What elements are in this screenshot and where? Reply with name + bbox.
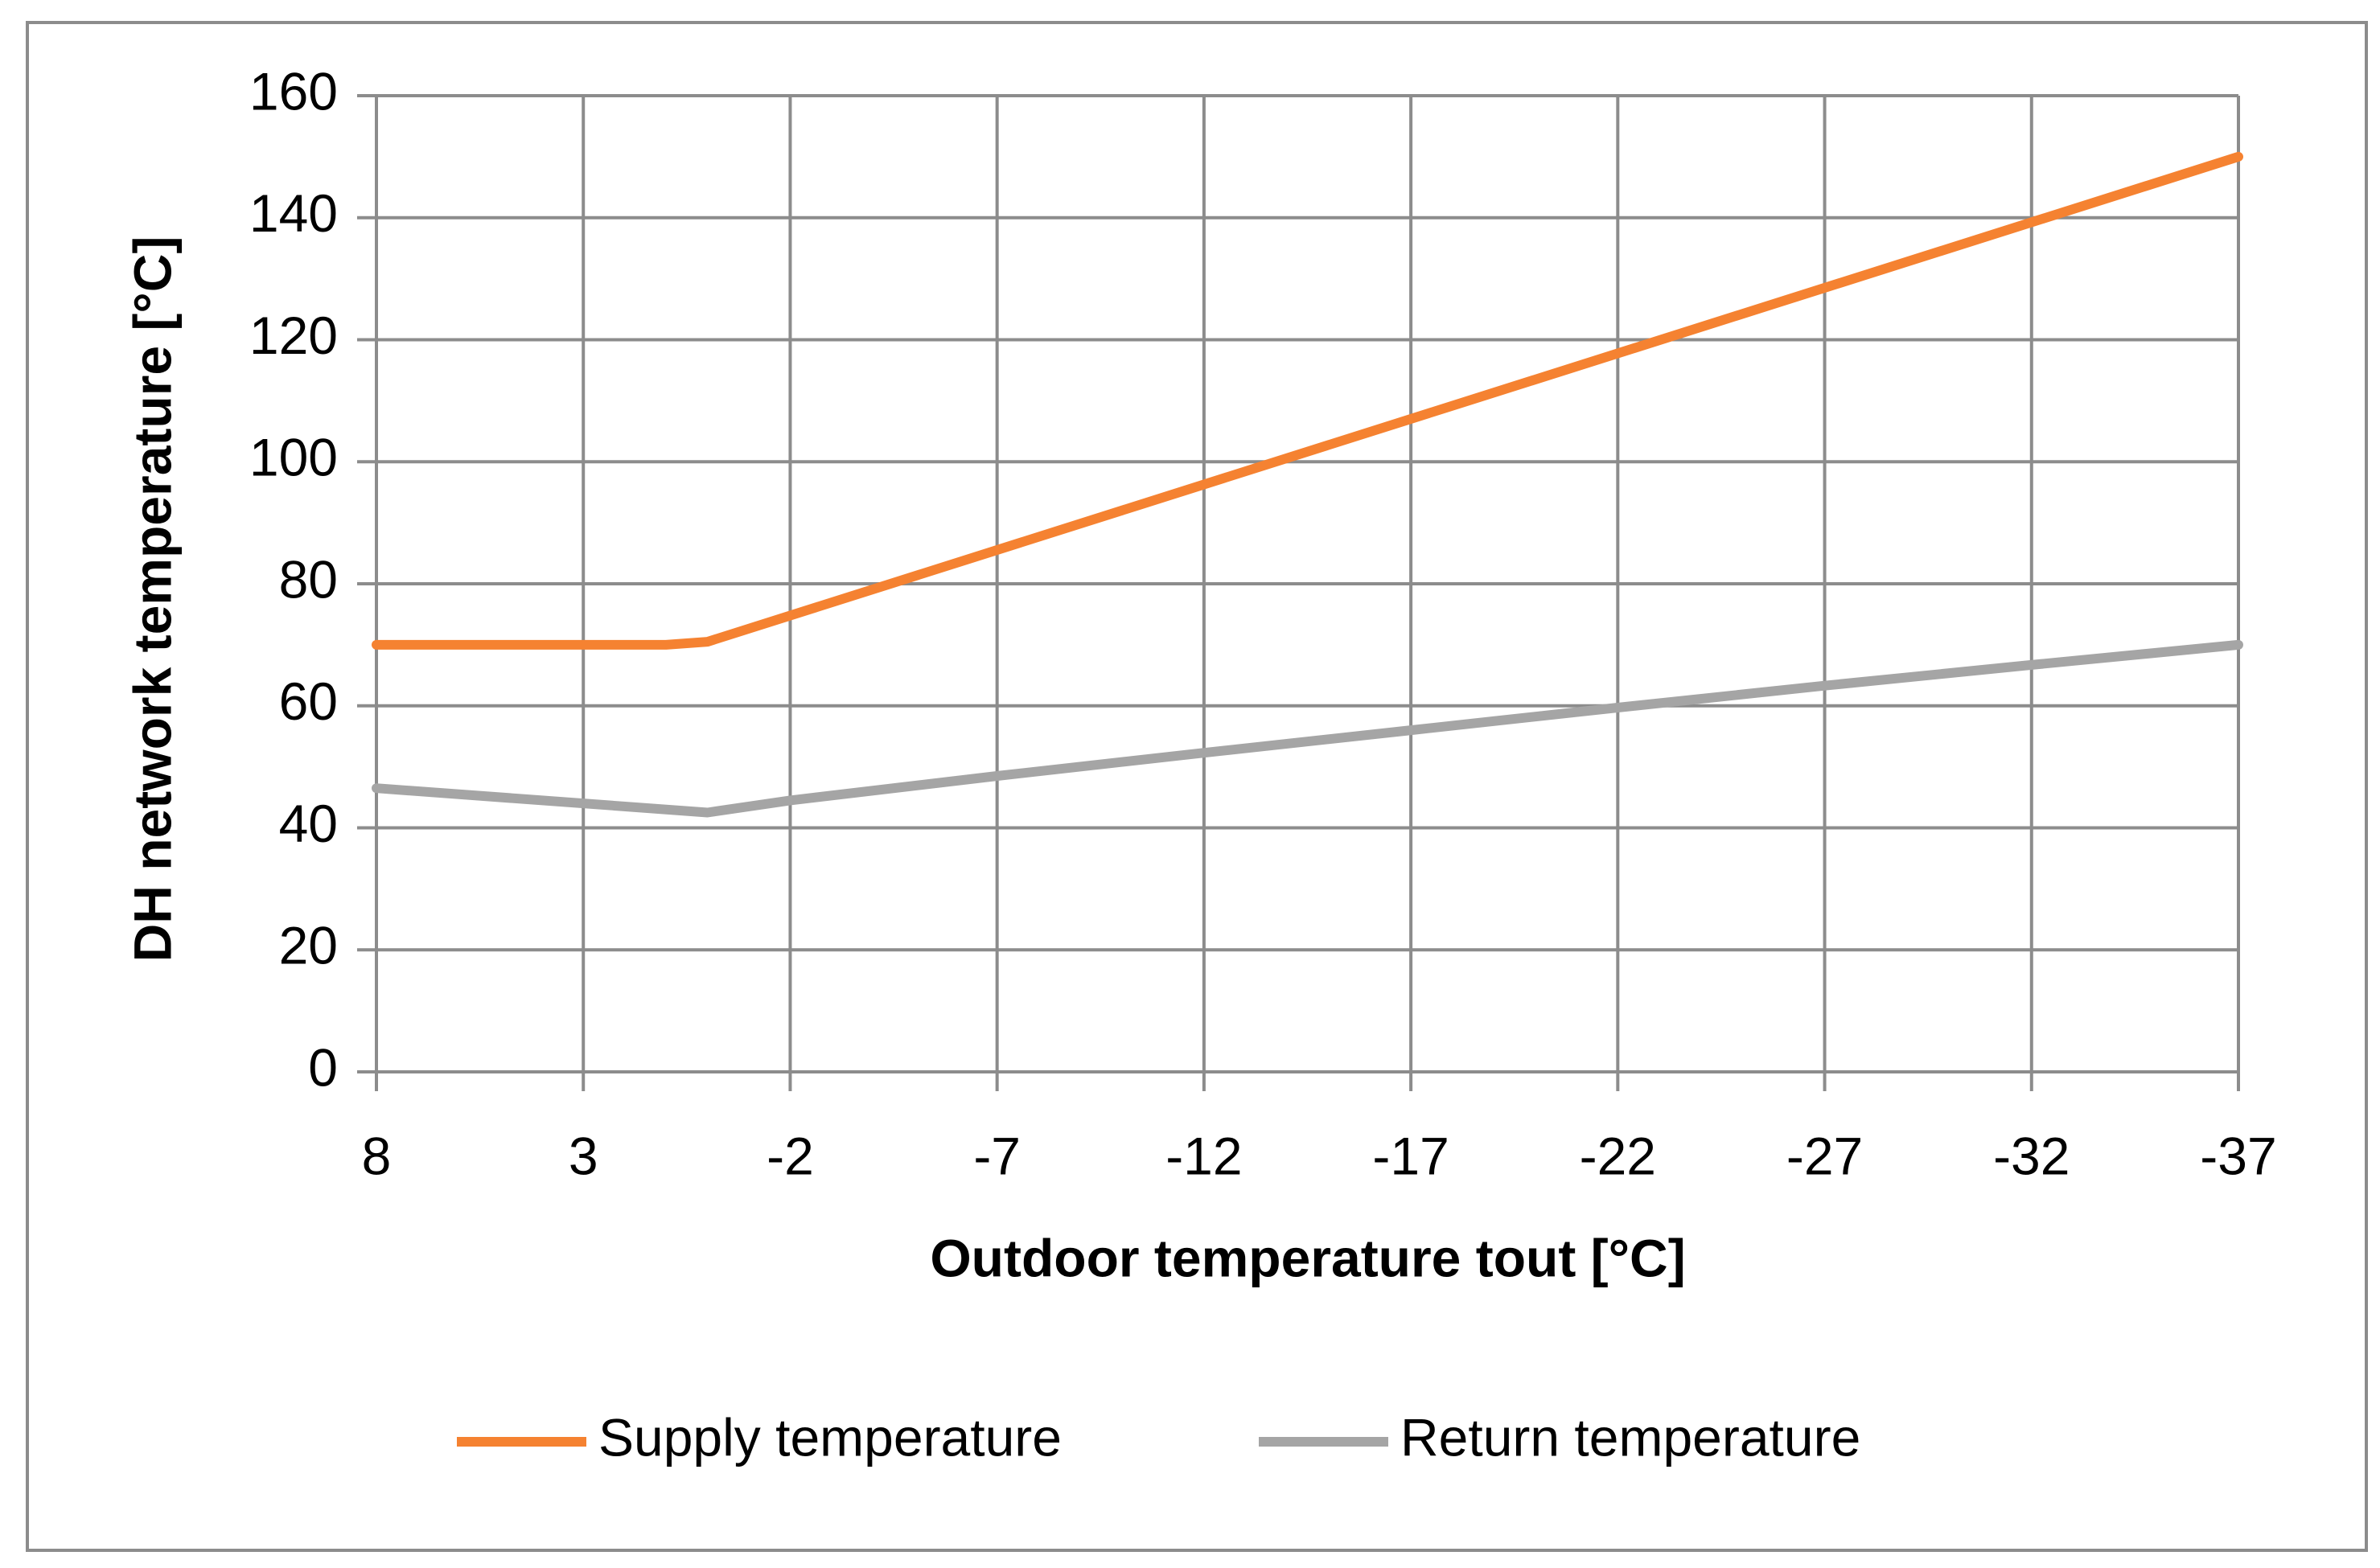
y-tick-label: 140: [249, 183, 338, 243]
y-axis-title: DH network temperature [°C]: [122, 236, 182, 963]
y-tick-label: 80: [279, 549, 338, 609]
x-tick-label: 8: [362, 1126, 392, 1185]
y-tick-label: 120: [249, 306, 338, 365]
x-tick-label: -37: [2200, 1126, 2276, 1185]
y-tick-label: 40: [279, 794, 338, 853]
legend-label-return: Return temperature: [1400, 1407, 1860, 1467]
y-tick-label: 60: [279, 671, 338, 731]
x-axis-title: Outdoor temperature tout [°C]: [930, 1228, 1685, 1287]
x-tick-label: -32: [1993, 1126, 2070, 1185]
x-tick-label: -27: [1786, 1126, 1863, 1185]
x-tick-label: 3: [569, 1126, 598, 1185]
y-tick-label: 160: [249, 61, 338, 121]
x-tick-label: -12: [1165, 1126, 1242, 1185]
y-tick-label: 0: [308, 1037, 338, 1097]
y-tick-label: 100: [249, 428, 338, 487]
x-tick-label: -7: [973, 1126, 1021, 1185]
x-tick-label: -22: [1580, 1126, 1656, 1185]
legend-label-supply: Supply temperature: [598, 1407, 1062, 1467]
x-tick-label: -2: [767, 1126, 814, 1185]
x-tick-label: -17: [1372, 1126, 1449, 1185]
y-tick-label: 20: [279, 916, 338, 975]
